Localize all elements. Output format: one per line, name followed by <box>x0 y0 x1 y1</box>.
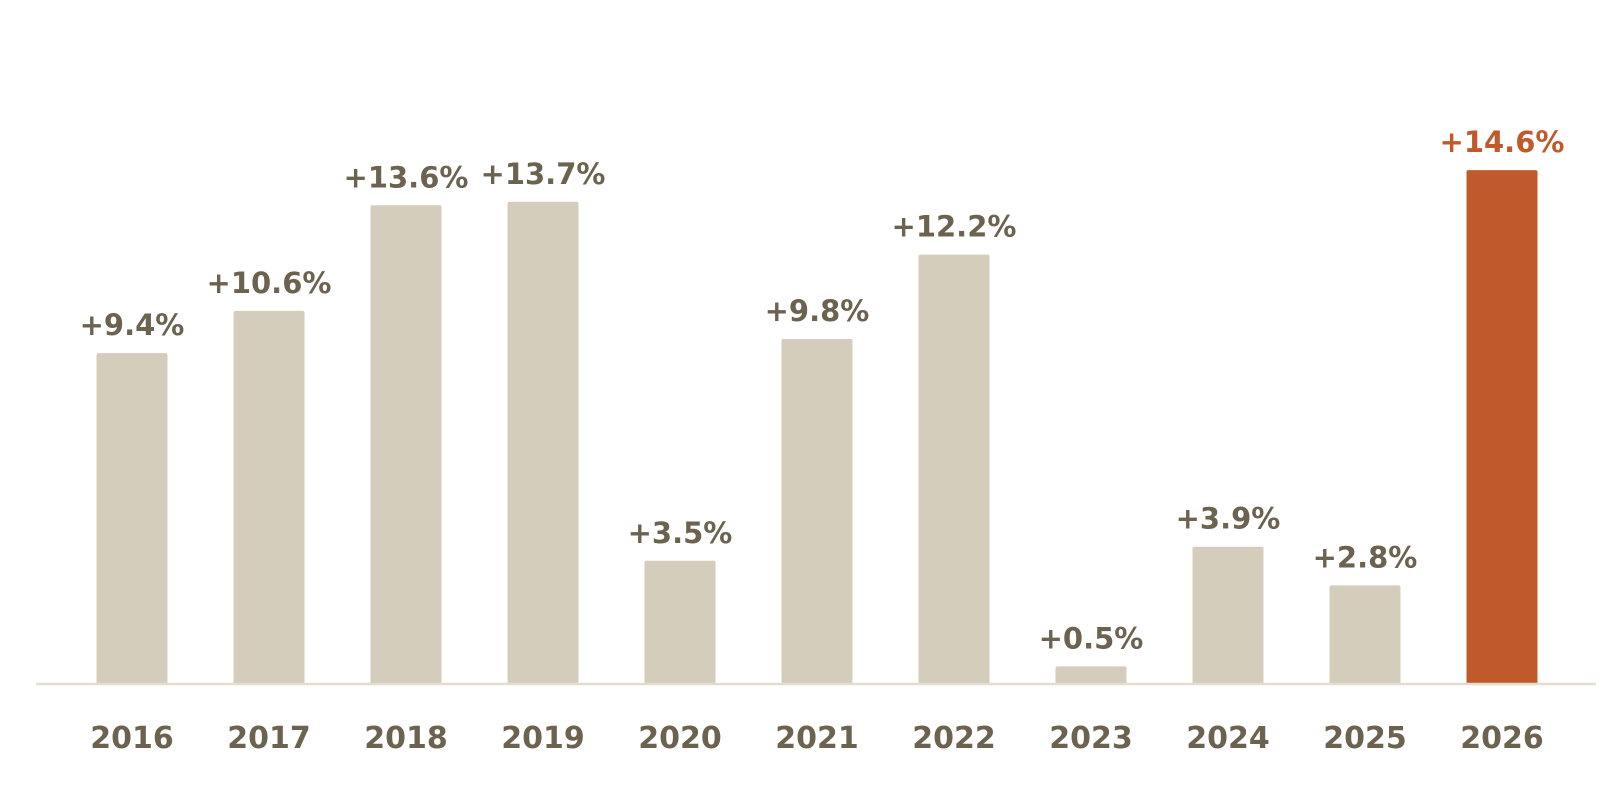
bars-layer <box>96 170 1538 685</box>
x-tick-label-2026: 2026 <box>1460 721 1544 756</box>
value-label-2022: +12.2% <box>892 210 1017 244</box>
value-label-2016: +9.4% <box>80 308 185 342</box>
bar-2021 <box>781 339 853 684</box>
bar-2026 <box>1466 170 1538 685</box>
value-label-2025: +2.8% <box>1313 540 1418 574</box>
bar-2019 <box>507 201 579 685</box>
bar-2024 <box>1192 546 1264 684</box>
bar-2017 <box>233 310 305 684</box>
x-tick-label-2017: 2017 <box>227 721 311 756</box>
x-tick-label-2023: 2023 <box>1049 721 1133 756</box>
bar-2018 <box>370 205 442 685</box>
bar-2025 <box>1329 585 1401 684</box>
value-label-2021: +9.8% <box>765 294 870 328</box>
x-tick-label-2018: 2018 <box>364 721 448 756</box>
value-label-2017: +10.6% <box>207 266 332 300</box>
x-tick-label-2022: 2022 <box>912 721 996 756</box>
value-label-2024: +3.9% <box>1176 502 1281 536</box>
value-labels-layer: +9.4% +10.6% +13.6% +13.7% +3.5% +9.8% +12.2% +… <box>80 125 1565 655</box>
x-tick-label-2016: 2016 <box>90 721 174 756</box>
value-label-2026: +14.6% <box>1440 125 1565 159</box>
bar-2023 <box>1055 666 1127 684</box>
x-tick-label-2019: 2019 <box>501 721 585 756</box>
bar-2020 <box>644 560 716 684</box>
value-label-2019: +13.7% <box>481 157 606 191</box>
value-label-2018: +13.6% <box>344 160 469 194</box>
bar-2016 <box>96 353 168 684</box>
x-tick-label-2025: 2025 <box>1323 721 1407 756</box>
x-tick-labels-layer: 2016 2017 2018 2019 2020 2021 2022 2023 2024 2025… <box>90 721 1544 756</box>
bar-2022 <box>918 254 990 684</box>
value-label-2023: +0.5% <box>1039 621 1144 655</box>
x-tick-label-2024: 2024 <box>1186 721 1270 756</box>
value-label-2020: +3.5% <box>628 516 733 550</box>
x-tick-label-2020: 2020 <box>638 721 722 756</box>
x-tick-label-2021: 2021 <box>775 721 859 756</box>
